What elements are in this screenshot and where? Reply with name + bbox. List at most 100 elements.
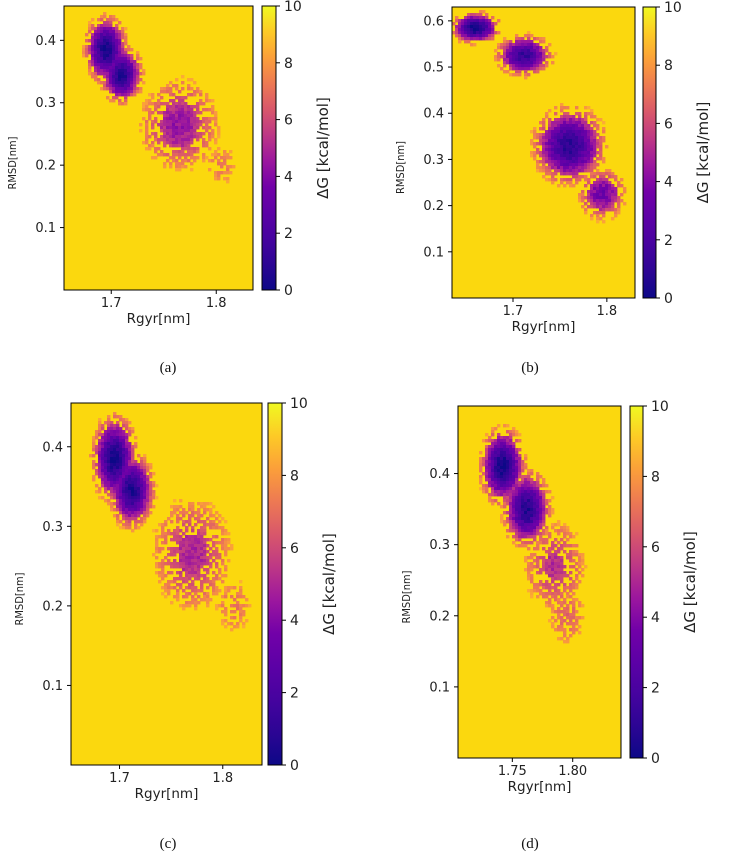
heatmap-cell xyxy=(199,120,203,124)
heatmap-cell xyxy=(163,114,167,118)
heatmap-cell xyxy=(119,433,123,437)
heatmap-cell xyxy=(202,144,206,148)
heatmap-cell xyxy=(130,90,134,94)
heatmap-cell xyxy=(536,160,540,164)
heatmap-cell xyxy=(191,508,195,512)
heatmap-cell xyxy=(503,460,507,464)
heatmap-cell xyxy=(181,150,185,154)
heatmap-cell xyxy=(566,124,570,128)
heatmap-cell xyxy=(563,523,567,527)
heatmap-cell xyxy=(232,165,236,169)
heatmap-cell xyxy=(554,154,558,158)
colorbar-tick-label: 2 xyxy=(664,233,673,249)
heatmap-cell xyxy=(199,123,203,127)
heatmap-cell xyxy=(569,583,573,587)
heatmap-cell xyxy=(173,562,177,566)
heatmap-cell xyxy=(88,24,92,28)
heatmap-cell xyxy=(479,460,483,464)
heatmap-cell xyxy=(101,436,105,440)
heatmap-cell xyxy=(557,610,561,614)
heatmap-cell xyxy=(191,583,195,587)
heatmap-cell xyxy=(560,136,564,140)
heatmap-cell xyxy=(536,487,540,491)
heatmap-cell xyxy=(530,487,534,491)
heatmap-cell xyxy=(569,559,573,563)
heatmap-cell xyxy=(121,60,125,64)
heatmap-cell xyxy=(212,592,216,596)
heatmap-cell xyxy=(103,87,107,91)
heatmap-cell xyxy=(113,487,117,491)
heatmap-cell xyxy=(112,90,116,94)
heatmap-cell xyxy=(530,67,534,71)
heatmap-cell xyxy=(470,22,474,26)
heatmap-cell xyxy=(461,34,465,38)
heatmap-cell xyxy=(572,184,576,188)
heatmap-cell xyxy=(128,454,132,458)
heatmap-cell xyxy=(97,51,101,55)
heatmap-cell xyxy=(172,156,176,160)
heatmap-cell xyxy=(602,187,606,191)
heatmap-cell xyxy=(128,433,132,437)
heatmap-cell xyxy=(566,592,570,596)
heatmap-cell xyxy=(209,520,213,524)
heatmap-cell xyxy=(100,24,104,28)
heatmap-cell xyxy=(203,562,207,566)
heatmap-cell xyxy=(116,463,120,467)
heatmap-cell xyxy=(497,493,501,497)
heatmap-cell xyxy=(188,547,192,551)
heatmap-cell xyxy=(512,67,516,71)
heatmap-cell xyxy=(581,124,585,128)
heatmap-cell xyxy=(110,502,114,506)
heatmap-cell xyxy=(97,78,101,82)
heatmap-cell xyxy=(187,126,191,130)
heatmap-cell xyxy=(85,51,89,55)
heatmap-cell xyxy=(106,33,110,37)
heatmap-cell xyxy=(224,607,228,611)
heatmap-cell xyxy=(176,529,180,533)
heatmap-cell xyxy=(593,163,597,167)
heatmap-cell xyxy=(112,66,116,70)
heatmap-cell xyxy=(530,529,534,533)
heatmap-cell xyxy=(175,153,179,157)
heatmap-cell xyxy=(140,508,144,512)
heatmap-cell xyxy=(518,40,522,44)
heatmap-cell xyxy=(158,580,162,584)
heatmap-cell xyxy=(217,159,221,163)
heatmap-cell xyxy=(578,148,582,152)
heatmap-cell xyxy=(533,499,537,503)
heatmap-cell xyxy=(143,484,147,488)
heatmap-cell xyxy=(143,457,147,461)
heatmap-cell xyxy=(542,595,546,599)
heatmap-cell xyxy=(587,199,591,203)
heatmap-cell xyxy=(104,439,108,443)
heatmap-cell xyxy=(125,487,129,491)
heatmap-cell xyxy=(125,520,129,524)
heatmap-cell xyxy=(169,162,173,166)
heatmap-cell xyxy=(458,40,462,44)
heatmap-cell xyxy=(169,114,173,118)
heatmap-cell xyxy=(527,565,531,569)
heatmap-cell xyxy=(131,430,135,434)
heatmap-cell xyxy=(182,556,186,560)
heatmap-cell xyxy=(236,604,240,608)
heatmap-cell xyxy=(175,150,179,154)
heatmap-cell xyxy=(166,90,170,94)
heatmap-cell xyxy=(512,49,516,53)
heatmap-cell xyxy=(136,81,140,85)
heatmap-cell xyxy=(509,73,513,77)
heatmap-cell xyxy=(92,436,96,440)
heatmap-cell xyxy=(211,99,215,103)
heatmap-cell xyxy=(554,586,558,590)
heatmap-cell xyxy=(140,490,144,494)
heatmap-cell xyxy=(227,589,231,593)
heatmap-cell xyxy=(116,484,120,488)
heatmap-cell xyxy=(578,157,582,161)
x-tick-label: 1.80 xyxy=(558,764,587,779)
heatmap-cell xyxy=(203,568,207,572)
heatmap-cell xyxy=(563,172,567,176)
heatmap-cell xyxy=(88,27,92,31)
heatmap-cell xyxy=(119,439,123,443)
heatmap-cell xyxy=(212,520,216,524)
heatmap-cell xyxy=(176,577,180,581)
heatmap-cell xyxy=(497,448,501,452)
